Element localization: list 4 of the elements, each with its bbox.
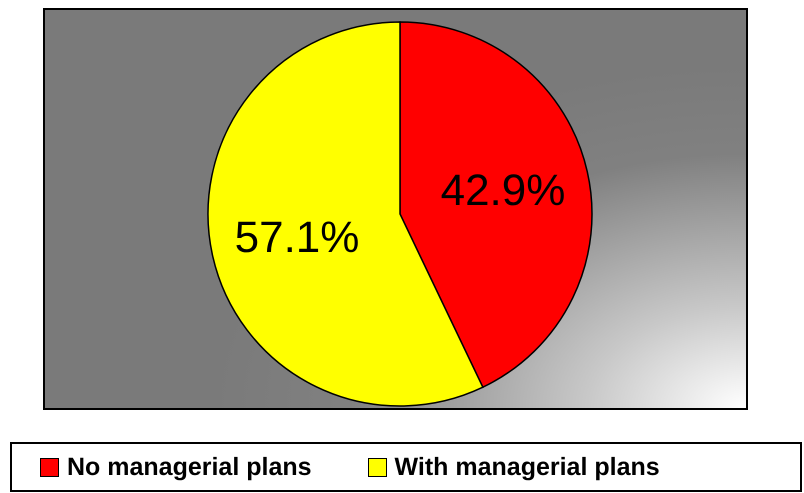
legend-label: No managerial plans <box>67 452 312 482</box>
data-label: 57.1% <box>234 212 360 262</box>
data-label: 42.9% <box>440 166 566 216</box>
legend-label: With managerial plans <box>394 452 660 482</box>
